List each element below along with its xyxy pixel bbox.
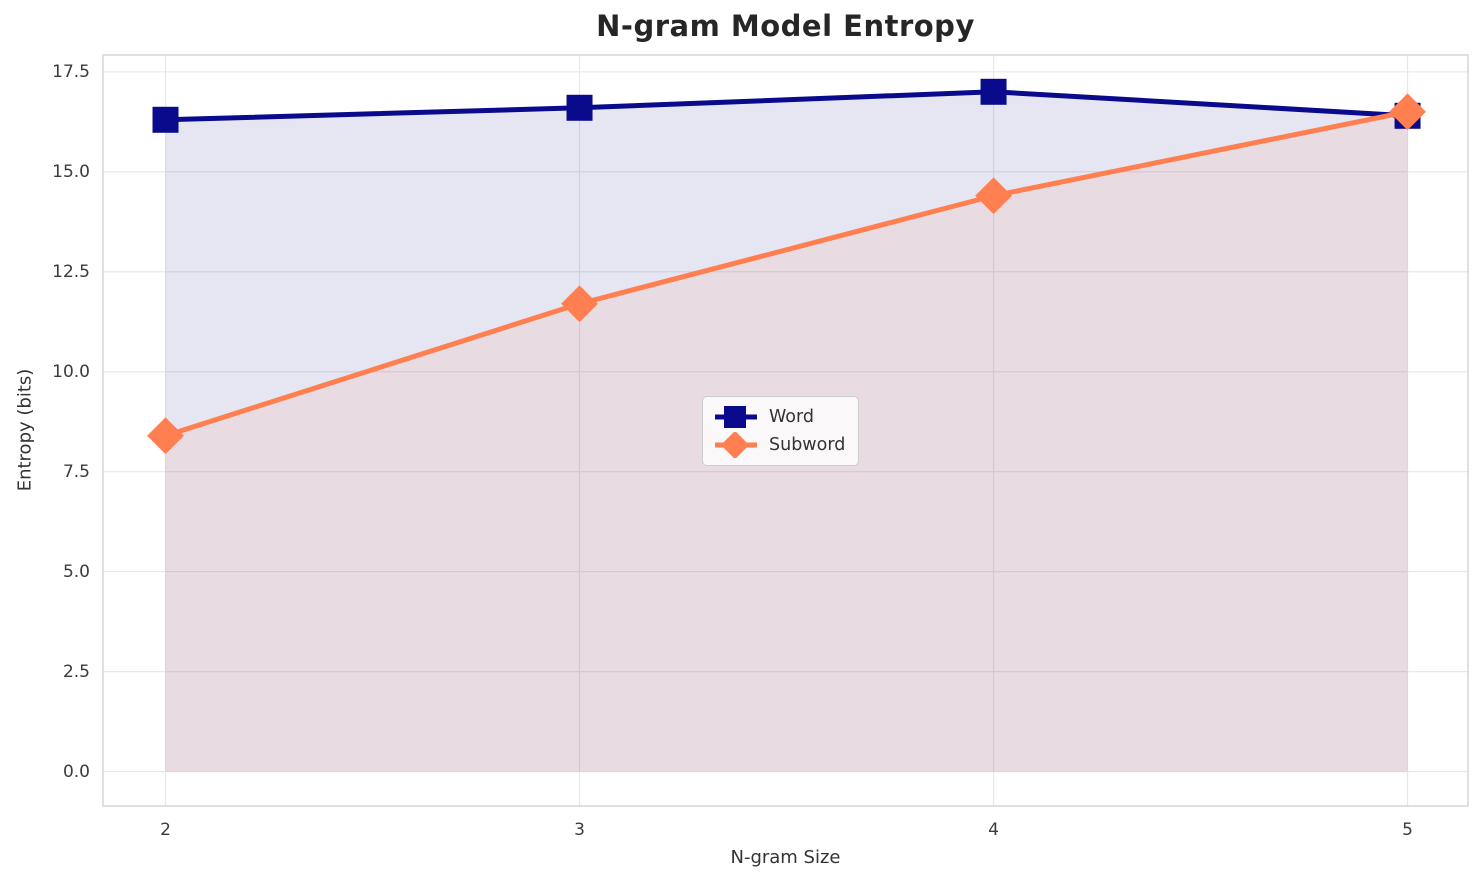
x-tick-label: 4 bbox=[988, 820, 999, 840]
legend-label-subword: Subword bbox=[769, 435, 846, 455]
subword-marker-icon bbox=[715, 432, 757, 458]
y-tick-label: 10.0 bbox=[52, 361, 90, 382]
subword-marker bbox=[1389, 93, 1426, 131]
subword-line bbox=[163, 109, 1411, 439]
chart-title: N-gram Model Entropy bbox=[596, 9, 975, 43]
legend-label-word: Word bbox=[769, 407, 814, 427]
y-tick-label: 5.0 bbox=[62, 561, 90, 582]
word-marker bbox=[152, 106, 179, 133]
word-marker-icon bbox=[715, 406, 757, 428]
y-tick-label: 0.0 bbox=[62, 761, 90, 782]
x-tick-label: 5 bbox=[1402, 820, 1413, 840]
word-marker bbox=[566, 94, 593, 121]
legend-entry-subword: Subword bbox=[713, 432, 845, 458]
legend: Word Subword bbox=[702, 396, 860, 466]
legend-entry-word: Word bbox=[713, 404, 845, 430]
x-tick-label: 3 bbox=[574, 820, 585, 840]
y-tick-label: 2.5 bbox=[62, 661, 90, 682]
subword-marker bbox=[975, 177, 1012, 215]
x-axis-label: N-gram Size bbox=[730, 847, 841, 868]
y-tick-label: 12.5 bbox=[52, 261, 90, 282]
x-tick-label: 2 bbox=[160, 820, 171, 840]
plot-border bbox=[102, 54, 1469, 807]
y-tick-label: 7.5 bbox=[62, 461, 90, 482]
y-tick-label: 17.5 bbox=[52, 61, 90, 82]
y-tick-label: 15.0 bbox=[52, 161, 90, 182]
word-marker bbox=[980, 78, 1007, 105]
word-line bbox=[163, 89, 1411, 123]
subword-marker bbox=[561, 285, 598, 323]
subword-marker bbox=[147, 417, 184, 455]
